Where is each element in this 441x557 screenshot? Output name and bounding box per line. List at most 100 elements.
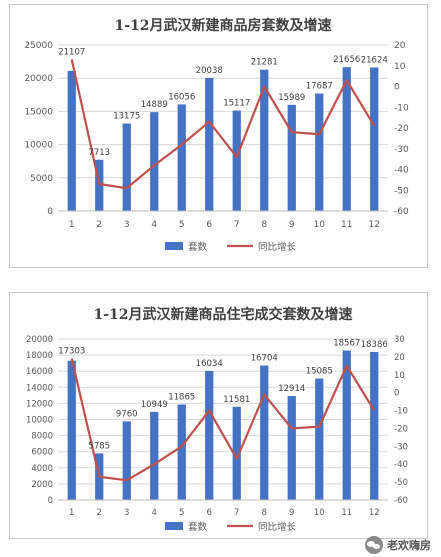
bar-data-label: 18386 (361, 340, 388, 350)
watermark: 老欢嗨房 (365, 535, 431, 555)
chart-title: 1-12月武汉新建商品住宅成交套数及增速 (93, 306, 352, 323)
y2-axis-tick-label: 20 (394, 41, 406, 51)
y2-axis-tick-label: -50 (394, 478, 408, 488)
bar-data-label: 20038 (196, 66, 223, 76)
x-axis-tick-label: 8 (262, 508, 267, 518)
x-axis-tick-label: 11 (341, 508, 352, 518)
x-axis-tick-label: 5 (179, 220, 185, 230)
bar-data-label: 15117 (223, 99, 250, 109)
bar (315, 93, 324, 211)
chart-panel-1: 1-12月武汉新建商品房套数及增速 0 5000 10000 15000 20000 250… (9, 4, 428, 268)
bar-data-label: 13175 (113, 112, 140, 122)
y2-axis-tick-label: 0 (394, 389, 399, 399)
x-axis-tick-label: 6 (206, 220, 212, 230)
y-axis-tick-label: 5000 (30, 174, 53, 184)
chart-2-svg: 1-12月武汉新建商品住宅成交套数及增速02000400060008000100… (26, 306, 408, 533)
x-axis-tick-label: 7 (234, 220, 240, 230)
bar-data-label: 7713 (88, 148, 110, 158)
bar (205, 370, 214, 500)
bar (287, 104, 296, 211)
bar-data-label: 11581 (223, 395, 250, 405)
x-axis-tick-label: 12 (369, 508, 380, 518)
x-axis-tick-label: 6 (207, 508, 212, 518)
y2-axis-tick-label: -60 (394, 207, 409, 217)
x-axis-tick-label: 9 (289, 508, 294, 518)
line-series-growth (70, 358, 376, 482)
bar-data-label: 16704 (251, 354, 278, 364)
bar-data-label: 16056 (168, 92, 195, 102)
y-axis-tick-label: 10000 (24, 141, 53, 151)
bar-data-label: 21281 (251, 58, 278, 68)
bar-data-label: 11865 (168, 392, 195, 402)
x-axis-tick-label: 3 (124, 220, 130, 230)
bar-data-label: 21656 (333, 55, 360, 65)
y2-axis-tick-label: 10 (394, 62, 406, 72)
y2-axis-tick-label: -60 (394, 496, 408, 506)
legend-swatch-bar (165, 242, 183, 250)
y-axis-tick-label: 16000 (26, 367, 53, 377)
y2-axis-tick-label: -30 (394, 145, 409, 155)
bar (370, 351, 379, 500)
bar (260, 365, 269, 500)
line-series-growth (70, 59, 376, 190)
bar-data-label: 18567 (333, 339, 360, 349)
x-axis-tick-label: 10 (314, 220, 326, 230)
chart-1-svg: 1-12月武汉新建商品房套数及增速05000100001500020000250… (24, 17, 409, 253)
bar (122, 421, 131, 500)
bar (260, 69, 269, 212)
y-axis-tick-label: 10000 (26, 416, 53, 426)
bar (342, 350, 351, 500)
bar-data-label: 15085 (306, 367, 333, 377)
y2-axis-tick-label: 20 (394, 353, 405, 363)
x-axis-tick-label: 4 (151, 220, 157, 230)
bar-data-label: 9760 (116, 409, 138, 419)
bar (122, 123, 131, 211)
y-axis-tick-label: 18000 (26, 351, 53, 361)
bar-data-label: 12914 (278, 384, 305, 394)
bar-data-label: 17687 (306, 82, 333, 92)
x-axis-tick-label: 9 (289, 220, 295, 230)
y2-axis-tick-label: -30 (394, 442, 408, 452)
chart-title: 1-12月武汉新建商品房套数及增速 (114, 17, 331, 34)
bar (95, 159, 104, 211)
bar-data-label: 17303 (58, 347, 85, 357)
y-axis-tick-label: 0 (47, 207, 53, 217)
bar (232, 406, 241, 500)
x-axis-tick-label: 8 (261, 220, 267, 230)
chart-panel-2: 1-12月武汉新建商品住宅成交套数及增速 0 2000 4000 6000 8000 100… (9, 292, 428, 539)
y2-axis-tick-label: -40 (394, 166, 409, 176)
y2-axis-tick-label: -10 (394, 407, 408, 417)
bar (177, 404, 186, 500)
legend-swatch-bar (165, 522, 183, 530)
x-axis-tick-label: 3 (124, 508, 129, 518)
legend-label-line: 同比增长 (258, 241, 297, 253)
x-axis-tick-label: 12 (369, 220, 380, 230)
bar-data-label: 14889 (141, 100, 168, 110)
bar-data-label: 10949 (141, 400, 168, 410)
y2-axis-tick-label: -10 (394, 103, 409, 113)
bar (205, 77, 214, 211)
x-axis-tick-label: 4 (152, 508, 157, 518)
bar-data-label: 5785 (88, 441, 110, 451)
bar (67, 360, 76, 500)
y-axis-tick-label: 15000 (24, 107, 53, 117)
x-axis-tick-label: 1 (69, 508, 74, 518)
bar (150, 112, 159, 211)
x-axis-tick-label: 5 (179, 508, 184, 518)
chat-bubble-icon (365, 536, 383, 554)
bar-data-label: 21107 (58, 48, 85, 58)
y-axis-tick-label: 2000 (31, 480, 53, 490)
bar-data-label: 15989 (278, 93, 305, 103)
y-axis-tick-label: 6000 (31, 448, 53, 458)
bar (177, 104, 186, 211)
bar (67, 70, 76, 211)
watermark-text: 老欢嗨房 (387, 539, 431, 552)
y-axis-tick-label: 4000 (31, 464, 53, 474)
y-axis-tick-label: 25000 (24, 41, 53, 51)
y-axis-tick-label: 0 (48, 496, 53, 506)
x-axis-tick-label: 7 (234, 508, 239, 518)
bar-data-label: 21624 (361, 55, 388, 65)
bar (342, 67, 351, 211)
bar (370, 67, 379, 211)
x-axis-tick-label: 2 (97, 508, 102, 518)
